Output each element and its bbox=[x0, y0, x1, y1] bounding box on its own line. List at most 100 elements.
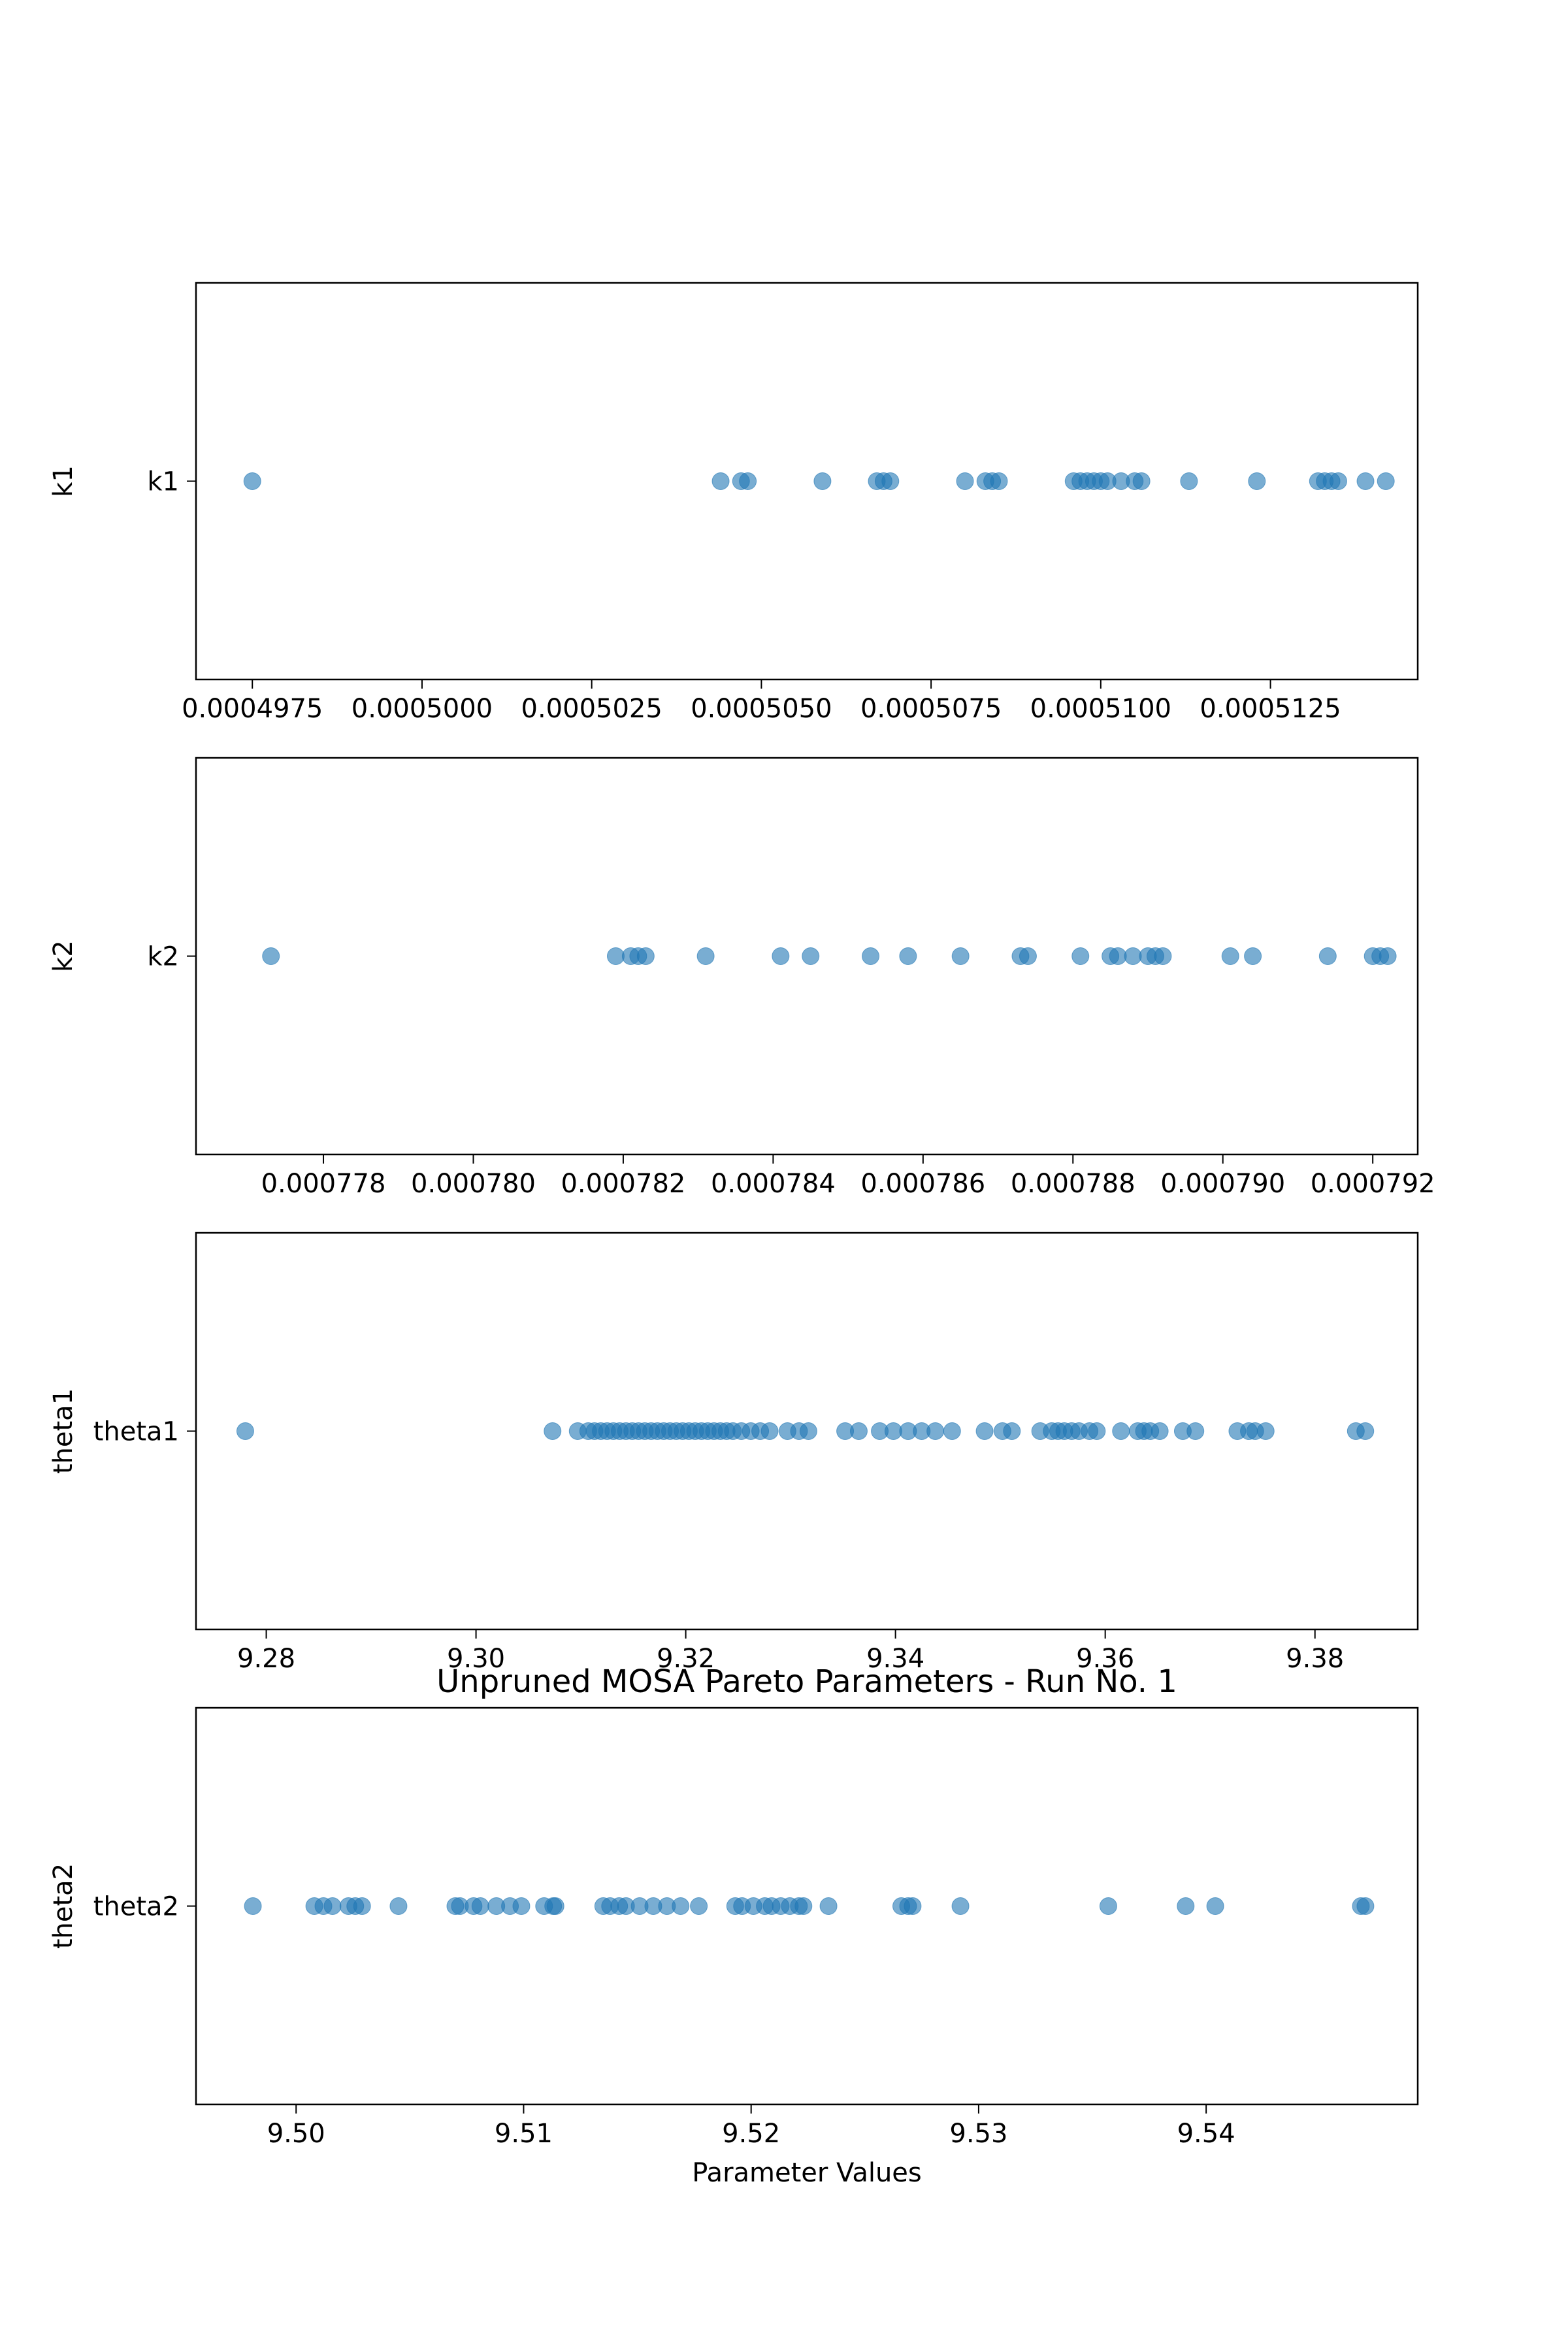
data-point bbox=[711, 472, 730, 490]
data-point bbox=[975, 1422, 994, 1440]
y-tick-label: k2 bbox=[147, 942, 179, 972]
data-point bbox=[813, 472, 832, 490]
data-point bbox=[1244, 947, 1262, 965]
x-tick-label: 0.000782 bbox=[561, 1169, 685, 1199]
data-point bbox=[951, 947, 970, 965]
x-tick-label: 0.000778 bbox=[261, 1169, 386, 1199]
data-point bbox=[1377, 472, 1395, 490]
data-point bbox=[546, 1897, 564, 1915]
x-tick-label: 9.38 bbox=[1286, 1644, 1344, 1674]
y-axis-label: theta1 bbox=[48, 1388, 78, 1474]
data-point bbox=[690, 1897, 708, 1915]
x-tick-label: 0.0005000 bbox=[351, 694, 493, 724]
x-tick-label: 0.000786 bbox=[860, 1169, 985, 1199]
data-point bbox=[544, 1422, 562, 1440]
data-point bbox=[956, 472, 974, 490]
data-point bbox=[389, 1897, 408, 1915]
data-point bbox=[1248, 472, 1266, 490]
y-tick-label: theta2 bbox=[93, 1892, 179, 1922]
x-tick-label: 9.30 bbox=[447, 1644, 505, 1674]
data-point bbox=[849, 1422, 868, 1440]
data-point bbox=[926, 1422, 945, 1440]
data-point bbox=[904, 1897, 922, 1915]
x-tick-label: 0.0005025 bbox=[521, 694, 662, 724]
x-tick-label: 9.53 bbox=[949, 2119, 1007, 2149]
axes-frame bbox=[195, 282, 1419, 681]
data-point bbox=[672, 1897, 690, 1915]
data-point bbox=[512, 1897, 531, 1915]
data-point bbox=[1356, 1422, 1375, 1440]
y-tick-label: k1 bbox=[147, 467, 179, 497]
data-point bbox=[862, 947, 880, 965]
data-point bbox=[1154, 947, 1172, 965]
subplot-k1: 0.0004975 0.0005000 0.0005025 0.0005050 0.00… bbox=[48, 282, 1419, 724]
x-tick-label: 0.000784 bbox=[711, 1169, 836, 1199]
data-point bbox=[951, 1897, 970, 1915]
data-point bbox=[943, 1422, 961, 1440]
x-tick-label: 9.32 bbox=[657, 1644, 715, 1674]
data-point bbox=[1003, 1422, 1021, 1440]
chart-title: Unpruned MOSA Pareto Parameters - Run No… bbox=[436, 1663, 1177, 1700]
x-tick-label: 0.0005100 bbox=[1030, 694, 1171, 724]
x-tick-label: 9.51 bbox=[495, 2119, 553, 2149]
data-point bbox=[243, 472, 261, 490]
x-tick-label: 0.0005125 bbox=[1200, 694, 1341, 724]
y-axis-label: k1 bbox=[48, 465, 78, 497]
data-point bbox=[1132, 472, 1151, 490]
data-point bbox=[1099, 1897, 1117, 1915]
x-tick-label: 0.0005050 bbox=[691, 694, 832, 724]
data-point bbox=[353, 1897, 371, 1915]
data-point bbox=[1318, 947, 1337, 965]
data-point bbox=[1256, 1422, 1275, 1440]
x-axis-label: Parameter Values bbox=[692, 2158, 922, 2188]
x-tick-label: 9.34 bbox=[866, 1644, 924, 1674]
y-tick-label: theta1 bbox=[93, 1417, 179, 1447]
data-point bbox=[606, 947, 625, 965]
x-tick-label: 9.52 bbox=[722, 2119, 780, 2149]
x-tick-label: 9.50 bbox=[267, 2119, 325, 2149]
subplot-theta1: 9.28 9.30 9.32 9.34 9.36 9.38 theta1 theta1 bbox=[48, 1232, 1419, 1674]
data-point bbox=[1071, 947, 1090, 965]
data-point bbox=[1180, 472, 1198, 490]
data-point bbox=[1124, 947, 1142, 965]
y-axis-label: theta2 bbox=[48, 1863, 78, 1949]
subplot-theta2: 9.50 9.51 9.52 9.53 9.54 theta2 theta2 Unpruned… bbox=[48, 1663, 1419, 2188]
data-point bbox=[471, 1897, 489, 1915]
data-point bbox=[1356, 1897, 1375, 1915]
data-point bbox=[636, 947, 655, 965]
data-point bbox=[1151, 1422, 1169, 1440]
x-tick-label: 0.000792 bbox=[1311, 1169, 1435, 1199]
data-point bbox=[802, 947, 820, 965]
y-axis-label: k2 bbox=[48, 940, 78, 972]
data-point bbox=[244, 1897, 262, 1915]
x-tick-label: 0.000780 bbox=[411, 1169, 536, 1199]
data-point bbox=[899, 947, 917, 965]
x-tick-label: 0.000790 bbox=[1160, 1169, 1285, 1199]
data-point bbox=[1329, 472, 1347, 490]
data-point bbox=[236, 1422, 254, 1440]
x-tick-label: 0.000788 bbox=[1011, 1169, 1135, 1199]
data-point bbox=[1109, 947, 1127, 965]
x-tick-label: 9.54 bbox=[1177, 2119, 1235, 2149]
data-point bbox=[819, 1897, 838, 1915]
data-point bbox=[990, 472, 1008, 490]
data-point bbox=[262, 947, 280, 965]
data-point bbox=[1356, 472, 1375, 490]
x-tick-label: 0.0005075 bbox=[860, 694, 1002, 724]
data-point bbox=[1088, 1422, 1106, 1440]
data-point bbox=[794, 1897, 813, 1915]
data-point bbox=[1177, 1897, 1195, 1915]
data-point bbox=[1221, 947, 1239, 965]
data-point bbox=[696, 947, 715, 965]
data-point bbox=[1206, 1897, 1224, 1915]
data-point bbox=[881, 472, 900, 490]
x-tick-label: 0.0004975 bbox=[182, 694, 323, 724]
data-point bbox=[1186, 1422, 1205, 1440]
data-point bbox=[760, 1422, 779, 1440]
data-point bbox=[323, 1897, 342, 1915]
data-point bbox=[739, 472, 757, 490]
data-point bbox=[1019, 947, 1037, 965]
x-tick-label: 9.28 bbox=[237, 1644, 295, 1674]
data-point bbox=[772, 947, 790, 965]
data-point bbox=[1112, 1422, 1130, 1440]
